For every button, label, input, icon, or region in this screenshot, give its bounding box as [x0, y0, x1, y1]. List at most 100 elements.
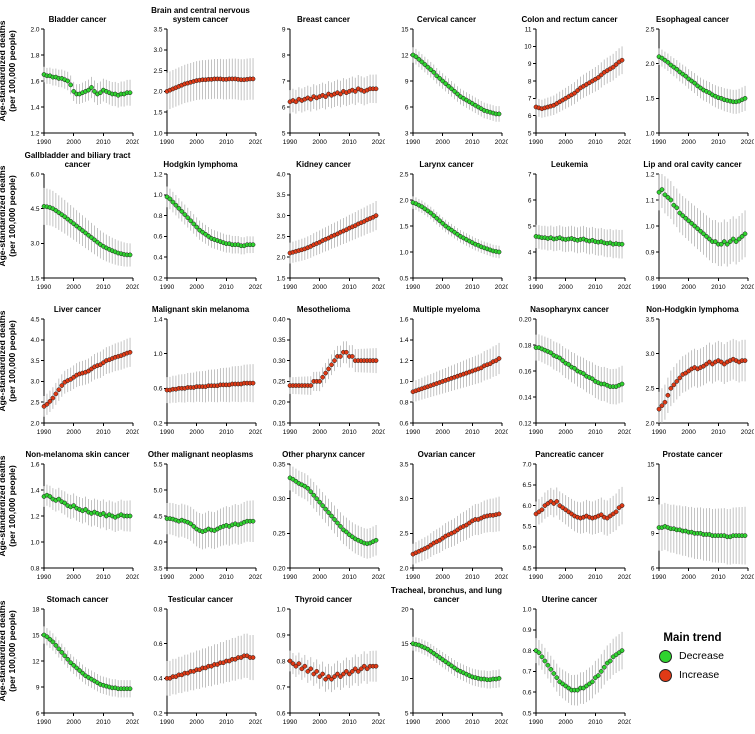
svg-text:12: 12	[647, 496, 655, 503]
chart-title: Testicular cancer	[167, 595, 234, 605]
chart-plot: 1.5 2.0 2.5 3.0 3.5 4.0 1990 2000 2010 2020	[276, 171, 385, 291]
chart-panel: Pancreatic cancer 4.5 5.0 5.5 6.0 6.5 7.0 1990 2…	[508, 439, 631, 584]
chart-plot: 3.5 4.0 4.5 5.0 5.5 1990 2000 2010 2020	[153, 461, 262, 581]
chart-plot: 2.0 2.5 3.0 3.5 4.0 4.5 1990 2000 2010 2020	[30, 316, 139, 436]
axes	[412, 319, 502, 424]
svg-text:1.4: 1.4	[30, 487, 39, 494]
svg-text:0.6: 0.6	[522, 690, 531, 697]
chart-title: Stomach cancer	[46, 595, 109, 605]
chart-plot: 3 4 5 6 7 1990 2000 2010 2020	[528, 171, 631, 291]
axes	[412, 174, 502, 279]
svg-text:2020: 2020	[741, 284, 754, 291]
axes	[166, 319, 256, 424]
svg-text:0.8: 0.8	[522, 648, 531, 655]
svg-text:2000: 2000	[435, 429, 450, 436]
chart-panel: Thyroid cancer 0.6 0.7 0.8 0.9 1.0 1990 2000 201…	[262, 584, 385, 729]
svg-text:0.9: 0.9	[645, 249, 654, 256]
svg-text:2010: 2010	[219, 719, 234, 726]
chart-plot: 1.0 1.5 2.0 2.5 1990 2000 2010 2020	[645, 26, 754, 146]
chart-plot: 1.0 1.5 2.0 2.5 3.0 3.5 1990 2000 2010 2020	[153, 26, 262, 146]
svg-text:4.0: 4.0	[153, 539, 162, 546]
svg-text:0.4: 0.4	[153, 255, 162, 262]
tick-labels: 0.8 1.0 1.2 1.4 1.6 1990 2000 2010 2020	[30, 461, 139, 581]
svg-text:2.0: 2.0	[399, 197, 408, 204]
tick-labels: 5 6 7 8 9 10 11 1990 2000 2010 2020	[524, 26, 631, 146]
svg-text:3.0: 3.0	[276, 213, 285, 220]
y-axis-label: Age-standardized deaths (per 100,000 peop…	[0, 584, 17, 729]
svg-text:0.5: 0.5	[399, 275, 408, 282]
svg-text:1.2: 1.2	[645, 171, 654, 178]
chart-plot: 1.2 1.4 1.6 1.8 2.0 1990 2000 2010 2020	[30, 26, 139, 146]
svg-text:15: 15	[401, 641, 409, 648]
tick-labels: 0.5 0.6 0.7 0.8 0.9 1.0 1990 2000 2010 2020	[522, 606, 631, 726]
svg-text:1990: 1990	[529, 284, 544, 291]
svg-text:2020: 2020	[249, 284, 262, 291]
data-points	[410, 511, 502, 557]
data-points	[533, 345, 625, 389]
svg-text:2020: 2020	[126, 429, 139, 436]
svg-text:1.2: 1.2	[153, 171, 162, 178]
figure-row-1: Age-standardized deaths (per 100,000 peop…	[0, 4, 755, 149]
axes	[412, 609, 502, 714]
svg-text:2.5: 2.5	[153, 68, 162, 75]
svg-text:2010: 2010	[96, 719, 111, 726]
chart-title: Larynx cancer	[419, 160, 474, 170]
svg-text:2010: 2010	[711, 139, 726, 146]
svg-text:6.5: 6.5	[522, 482, 531, 489]
svg-text:2.5: 2.5	[399, 171, 408, 178]
svg-text:15: 15	[647, 461, 655, 468]
svg-text:2000: 2000	[189, 429, 204, 436]
data-points	[410, 641, 502, 683]
tick-labels: 5 10 15 20 1990 2000 2010 2020	[401, 606, 508, 726]
tick-labels: 0.12 0.14 0.16 0.18 0.20 1990 2000 2010 2020	[519, 316, 631, 436]
svg-text:1.0: 1.0	[399, 379, 408, 386]
svg-text:3: 3	[405, 130, 409, 137]
chart-plot: 6 9 12 15 1990 2000 2010 2020	[647, 461, 754, 581]
svg-text:2000: 2000	[66, 284, 81, 291]
svg-text:2010: 2010	[342, 574, 357, 581]
svg-text:2000: 2000	[435, 139, 450, 146]
svg-text:2020: 2020	[249, 429, 262, 436]
svg-text:1.5: 1.5	[276, 275, 285, 282]
panel-row: Stomach cancer 6 9 12 15 18 1990 2000 2010 2020 Te…	[16, 584, 631, 729]
chart-panel: Stomach cancer 6 9 12 15 18 1990 2000 2010 2020	[16, 584, 139, 729]
svg-text:0.18: 0.18	[519, 342, 532, 349]
svg-text:9: 9	[528, 61, 532, 68]
svg-text:1990: 1990	[160, 139, 175, 146]
svg-text:2020: 2020	[618, 429, 631, 436]
error-bars	[43, 66, 131, 108]
svg-text:3.5: 3.5	[153, 565, 162, 572]
svg-text:0.8: 0.8	[276, 658, 285, 665]
svg-text:2010: 2010	[711, 574, 726, 581]
svg-text:2020: 2020	[372, 719, 385, 726]
svg-text:2010: 2010	[342, 719, 357, 726]
svg-text:0.7: 0.7	[522, 669, 531, 676]
svg-text:2.5: 2.5	[645, 386, 654, 393]
chart-title: Uterine cancer	[541, 595, 598, 605]
svg-text:7.0: 7.0	[522, 461, 531, 468]
svg-text:2020: 2020	[126, 719, 139, 726]
svg-text:3.5: 3.5	[30, 358, 39, 365]
svg-text:1.8: 1.8	[30, 52, 39, 59]
svg-text:1990: 1990	[406, 574, 421, 581]
svg-text:1990: 1990	[37, 574, 52, 581]
data-points	[164, 76, 256, 94]
data-points	[656, 524, 748, 540]
chart-plot: 0.8 1.0 1.2 1.4 1.6 1990 2000 2010 2020	[30, 461, 139, 581]
svg-text:0.25: 0.25	[273, 531, 286, 538]
legend-item-label: Increase	[679, 669, 720, 681]
y-axis-label-text: Age-standardized deaths (per 100,000 peop…	[0, 165, 17, 267]
svg-text:2000: 2000	[435, 284, 450, 291]
svg-text:2000: 2000	[66, 139, 81, 146]
chart-title: Brain and central nervous system cancer	[151, 6, 250, 25]
chart-panel: Testicular cancer 0.2 0.4 0.6 0.8 1990 2000 201…	[139, 584, 262, 729]
data-points	[410, 200, 502, 255]
svg-text:3.0: 3.0	[30, 379, 39, 386]
svg-text:2020: 2020	[249, 139, 262, 146]
legend-item-decrease: Decrease	[659, 649, 754, 663]
svg-text:1.2: 1.2	[30, 513, 39, 520]
data-points	[410, 356, 502, 395]
svg-text:1.0: 1.0	[153, 192, 162, 199]
svg-text:2010: 2010	[342, 139, 357, 146]
data-points	[41, 349, 133, 409]
